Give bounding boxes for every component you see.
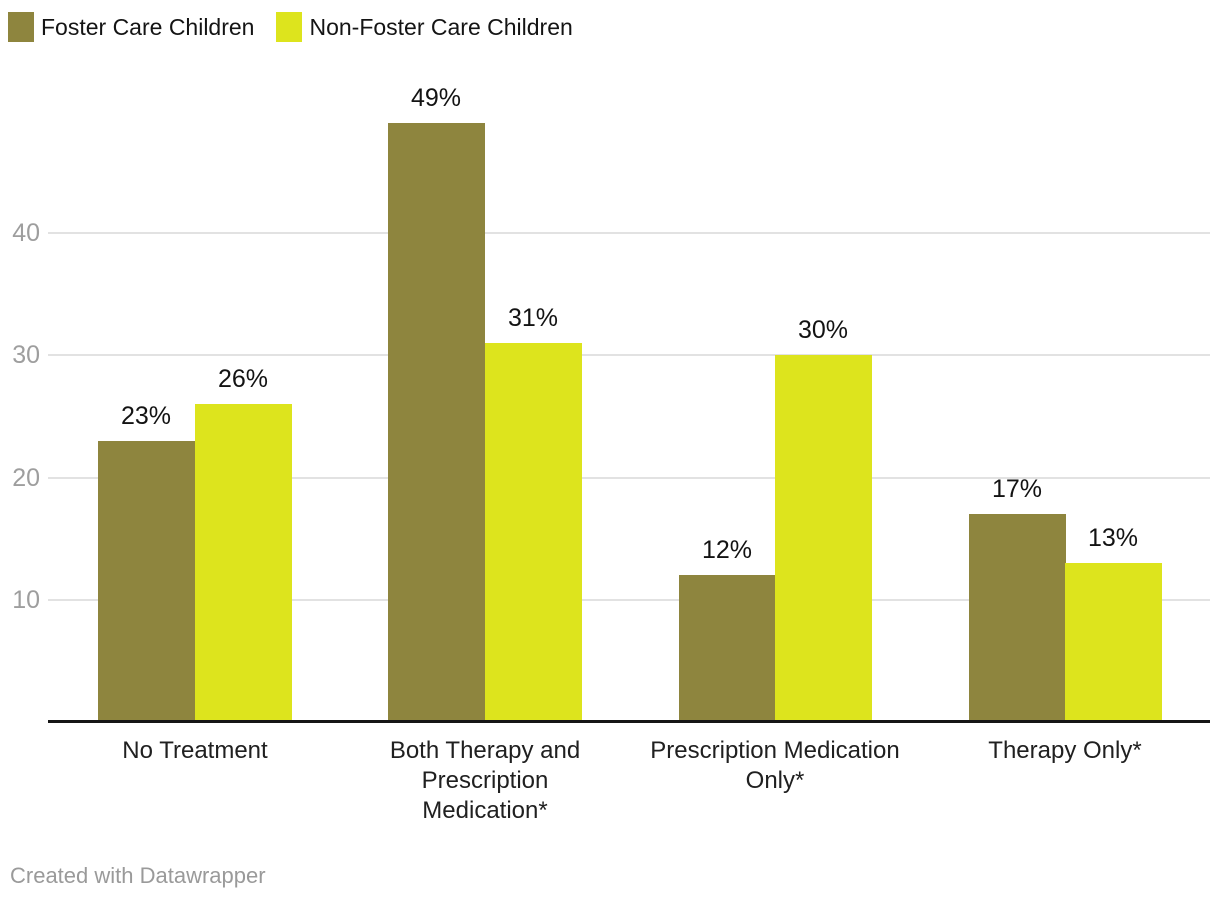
bar-foster-care-children bbox=[388, 123, 485, 722]
bar-non-foster-care-children bbox=[775, 355, 872, 722]
bar-foster-care-children bbox=[969, 514, 1066, 722]
x-category-label-line: Prescription Medication bbox=[650, 737, 900, 764]
bar-value-label: 17% bbox=[991, 475, 1043, 503]
datawrapper-credit-link[interactable]: Created with Datawrapper bbox=[10, 863, 266, 888]
bar-foster-care-children bbox=[98, 441, 195, 722]
bar-value-label: 30% bbox=[797, 316, 849, 344]
bar-non-foster-care-children bbox=[485, 343, 582, 722]
footer: Created with Datawrapper bbox=[10, 862, 266, 890]
y-gridline bbox=[48, 477, 1210, 479]
y-tick-label: 10 bbox=[12, 586, 40, 614]
y-tick-label: 20 bbox=[12, 464, 40, 492]
legend-item: Non-Foster Care Children bbox=[276, 12, 573, 42]
x-category-label-line: Therapy Only* bbox=[988, 737, 1142, 764]
x-category-label-line: Only* bbox=[745, 767, 805, 794]
plot-area: 10 20 30 40 23% 49% 12% 17% 26% 31% 30% 13% No Treat… bbox=[12, 84, 1210, 826]
x-category-label-line: Both Therapy and bbox=[389, 737, 581, 764]
x-category-label: Prescription Medication Only* bbox=[630, 736, 920, 796]
bar-value-label: 23% bbox=[120, 402, 172, 430]
bar-value-label: 13% bbox=[1087, 524, 1139, 552]
bar-value-label: 31% bbox=[507, 304, 559, 332]
y-tick-label: 40 bbox=[12, 219, 40, 247]
y-gridline bbox=[48, 354, 1210, 356]
x-category-label: Therapy Only* bbox=[920, 736, 1210, 766]
legend: Foster Care Children Non-Foster Care Chil… bbox=[8, 12, 573, 42]
y-tick-label: 30 bbox=[12, 341, 40, 369]
legend-swatch bbox=[8, 12, 34, 42]
y-gridline bbox=[48, 599, 1210, 601]
legend-label: Non-Foster Care Children bbox=[309, 14, 573, 40]
bar-value-label: 12% bbox=[701, 536, 753, 564]
bar-non-foster-care-children bbox=[1065, 563, 1162, 722]
x-category-label: No Treatment bbox=[50, 736, 340, 766]
y-gridline bbox=[48, 232, 1210, 234]
legend-swatch bbox=[276, 12, 303, 42]
legend-label: Foster Care Children bbox=[41, 14, 255, 40]
x-axis-line bbox=[48, 720, 1210, 723]
x-category-label-line: No Treatment bbox=[122, 737, 268, 764]
bar-non-foster-care-children bbox=[195, 404, 292, 722]
bar-value-label: 26% bbox=[217, 365, 269, 393]
bar-value-label: 49% bbox=[410, 84, 462, 112]
x-category-label: Both Therapy and Prescription Medication* bbox=[340, 736, 630, 826]
x-category-label-line: Medication* bbox=[422, 797, 548, 824]
legend-item: Foster Care Children bbox=[8, 12, 254, 42]
bar-foster-care-children bbox=[679, 575, 776, 722]
x-category-label-line: Prescription bbox=[421, 767, 549, 794]
